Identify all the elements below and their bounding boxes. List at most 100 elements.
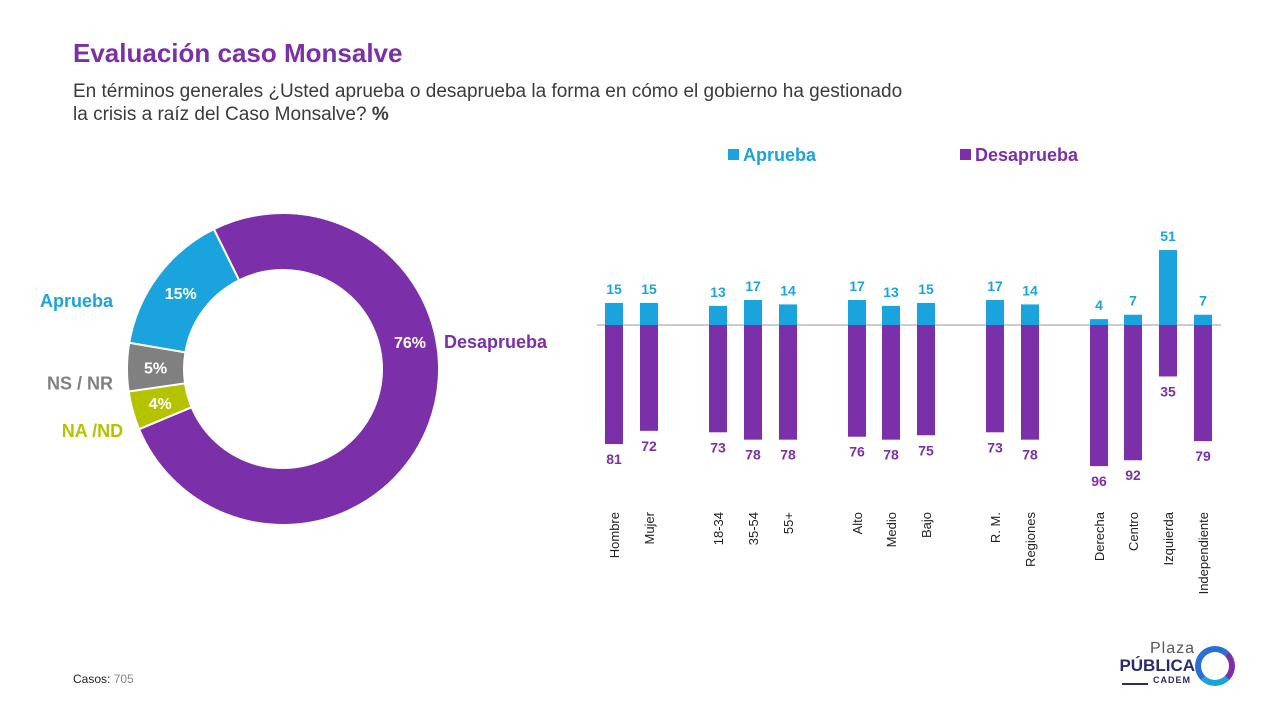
donut-slice-desaprueba [137,212,440,526]
donut-category-label-ns-nr: NS / NR [47,373,113,393]
data-label-desaprueba-centro: 92 [1125,467,1141,483]
data-label-desaprueba-hombre: 81 [606,451,622,467]
x-tick-label-derecha: Derecha [1092,511,1107,561]
data-label-aprueba-35-54: 17 [745,278,761,294]
legend-swatch-aprueba [728,149,739,160]
data-label-desaprueba-r-m: 73 [987,439,1003,455]
donut-value-label-na-nd: 4% [149,396,172,413]
donut-chart: 76% Desaprueba 4% NA /ND 5% NS / NR 15% Aprueba [40,212,548,526]
diverging-bar-chart: 15 81 Hombre 15 72 Mujer 13 73 18-34 17 78 35-54 14 7… [597,228,1221,594]
x-tick-label-izquierda: Izquierda [1161,511,1176,565]
data-label-aprueba-r-m: 17 [987,278,1003,294]
bar-desaprueba-alto [848,325,866,437]
logo-line-plaza: Plaza [1149,640,1195,657]
data-label-desaprueba-independiente: 79 [1195,448,1211,464]
logo-ring-icon [1195,646,1235,686]
bar-aprueba-alto [848,300,866,325]
bar-desaprueba-izquierda [1159,325,1177,377]
x-tick-label-18-34: 18-34 [711,512,726,545]
x-tick-label-centro: Centro [1126,512,1141,551]
legend-item-aprueba: Aprueba [728,145,816,166]
bar-desaprueba-18-34 [709,325,727,433]
data-label-aprueba-mujer: 15 [641,281,657,297]
data-label-desaprueba-55: 78 [780,447,796,463]
data-label-desaprueba-alto: 76 [849,444,865,460]
sample-size-label: Casos: [73,672,111,686]
donut-category-label-na-nd: NA /ND [62,421,123,441]
data-label-desaprueba-bajo: 75 [918,442,934,458]
data-label-desaprueba-izquierda: 35 [1160,383,1176,399]
donut-slice-aprueba [128,227,241,354]
x-tick-label-medio: Medio [884,512,899,547]
data-label-aprueba-hombre: 15 [606,281,622,297]
donut-value-label-ns-nr: 5% [144,360,167,377]
bar-desaprueba-centro [1124,325,1142,461]
bar-desaprueba-hombre [605,325,623,445]
bar-aprueba-independiente [1194,314,1212,325]
data-label-aprueba-medio: 13 [883,284,899,300]
x-tick-label-mujer: Mujer [642,511,657,544]
data-label-aprueba-55: 14 [780,282,796,298]
bar-desaprueba-mujer [640,325,658,431]
data-label-desaprueba-regiones: 78 [1022,447,1038,463]
subtitle-text: En términos generales ¿Usted aprueba o d… [73,81,903,125]
legend-swatch-desaprueba [960,149,971,160]
data-label-desaprueba-medio: 78 [883,447,899,463]
bar-aprueba-hombre [605,302,623,325]
bar-aprueba-mujer [640,302,658,325]
x-tick-label-55: 55+ [781,512,796,534]
bar-aprueba-medio [882,305,900,325]
x-tick-label-35-54: 35-54 [746,512,761,545]
data-label-aprueba-centro: 7 [1129,293,1137,309]
donut-value-label-desaprueba: 76% [394,335,426,352]
data-label-aprueba-izquierda: 51 [1160,228,1176,244]
data-label-desaprueba-35-54: 78 [745,447,761,463]
bar-aprueba-18-34 [709,305,727,325]
x-tick-label-bajo: Bajo [919,512,934,538]
legend-label-desaprueba: Desaprueba [975,145,1079,165]
subtitle-unit: % [371,104,389,125]
bar-desaprueba-35-54 [744,325,762,440]
logo-line-cadem: CADEM [1153,675,1191,685]
donut-category-label-aprueba: Aprueba [40,291,114,311]
x-tick-label-independiente: Independiente [1196,512,1211,594]
data-label-aprueba-alto: 17 [849,278,865,294]
x-tick-label-r-m: R. M. [988,512,1003,543]
chart-title: Evaluación caso Monsalve [73,38,403,68]
donut-category-label-desaprueba: Desaprueba [444,332,548,352]
bar-aprueba-55 [779,304,797,325]
data-label-desaprueba-18-34: 73 [710,439,726,455]
logo-rule [1122,683,1148,685]
donut-value-label-aprueba: 15% [165,286,197,303]
bar-desaprueba-derecha [1090,325,1108,467]
x-tick-label-alto: Alto [850,512,865,534]
bar-desaprueba-r-m [986,325,1004,433]
bar-desaprueba-bajo [917,325,935,436]
legend-item-desaprueba: Desaprueba [960,145,1078,166]
chart-subtitle: En términos generales ¿Usted aprueba o d… [73,80,913,126]
bar-aprueba-regiones [1021,304,1039,325]
bar-desaprueba-55 [779,325,797,440]
data-label-desaprueba-derecha: 96 [1091,473,1107,489]
x-tick-label-hombre: Hombre [607,512,622,558]
bar-desaprueba-medio [882,325,900,440]
data-label-aprueba-18-34: 13 [710,284,726,300]
bar-aprueba-bajo [917,302,935,325]
sample-size: Casos: 705 [73,672,134,686]
bar-aprueba-izquierda [1159,250,1177,325]
bar-aprueba-centro [1124,314,1142,325]
data-label-desaprueba-mujer: 72 [641,438,657,454]
logo-line-publica: PÚBLICA [1119,656,1195,675]
bar-desaprueba-independiente [1194,325,1212,442]
plaza-publica-cadem-logo: Plaza PÚBLICA CADEM [1118,640,1243,690]
sample-size-value: 705 [113,672,134,686]
bar-desaprueba-regiones [1021,325,1039,440]
bar-aprueba-derecha [1090,319,1108,325]
data-label-aprueba-derecha: 4 [1095,297,1103,313]
x-tick-label-regiones: Regiones [1023,512,1038,567]
data-label-aprueba-independiente: 7 [1199,293,1207,309]
data-label-aprueba-regiones: 14 [1022,282,1038,298]
data-label-aprueba-bajo: 15 [918,281,934,297]
bar-aprueba-r-m [986,300,1004,325]
bar-aprueba-35-54 [744,300,762,325]
